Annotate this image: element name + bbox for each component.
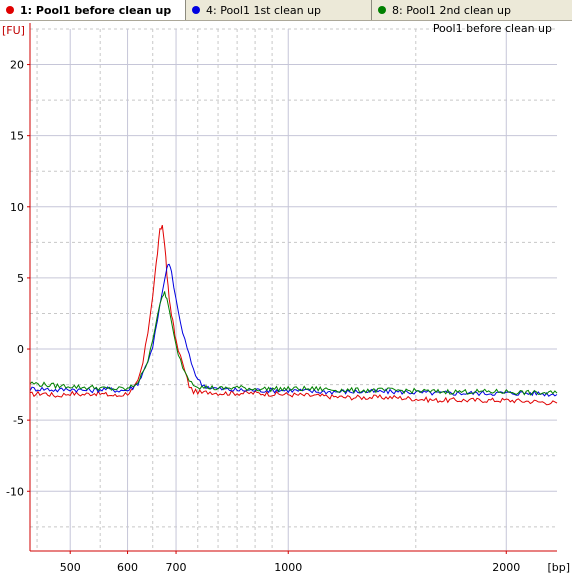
y-tick-label: -5 (13, 414, 24, 427)
y-tick-label: 5 (17, 272, 24, 285)
series-line-3 (29, 291, 558, 396)
chart-title: Pool1 before clean up (433, 22, 552, 35)
x-tick-label: 700 (166, 561, 187, 574)
chart-grid (30, 28, 557, 551)
tab-sample-4[interactable]: 4: Pool1 1st clean up (186, 0, 372, 20)
x-tick-label: 500 (60, 561, 81, 574)
sample-4-color-dot-icon (192, 6, 200, 14)
y-axis-label: [FU] (2, 24, 25, 37)
y-tick-label: 0 (17, 343, 24, 356)
x-tick-label: 2000 (492, 561, 520, 574)
y-tick-label: -10 (6, 485, 24, 498)
tab-sample-4-label: 4: Pool1 1st clean up (206, 3, 322, 17)
series-line-2 (29, 263, 558, 397)
x-tick-label: 600 (117, 561, 138, 574)
sample-1-color-dot-icon (6, 6, 14, 14)
tab-sample-1[interactable]: 1: Pool1 before clean up (0, 0, 186, 20)
tab-sample-8[interactable]: 8: Pool1 2nd clean up (372, 0, 572, 20)
sample-8-color-dot-icon (378, 6, 386, 14)
chart-series-group (29, 224, 558, 406)
sample-tab-bar: 1: Pool1 before clean up 4: Pool1 1st cl… (0, 0, 572, 21)
x-axis-label: [bp] (547, 561, 570, 574)
y-tick-label: 10 (10, 201, 24, 214)
series-line-1 (29, 224, 558, 406)
y-tick-label: 20 (10, 59, 24, 72)
tab-sample-1-label: 1: Pool1 before clean up (20, 3, 172, 17)
y-tick-label: 15 (10, 130, 24, 143)
chart-axes: 20 15 10 5 0 -5 -10 500 600 700 1000 2000 (6, 23, 557, 574)
electropherogram-chart: 20 15 10 5 0 -5 -10 500 600 700 1000 2000 Pool1 bef… (2, 22, 570, 574)
tab-sample-8-label: 8: Pool1 2nd clean up (392, 3, 511, 17)
x-tick-label: 1000 (274, 561, 302, 574)
